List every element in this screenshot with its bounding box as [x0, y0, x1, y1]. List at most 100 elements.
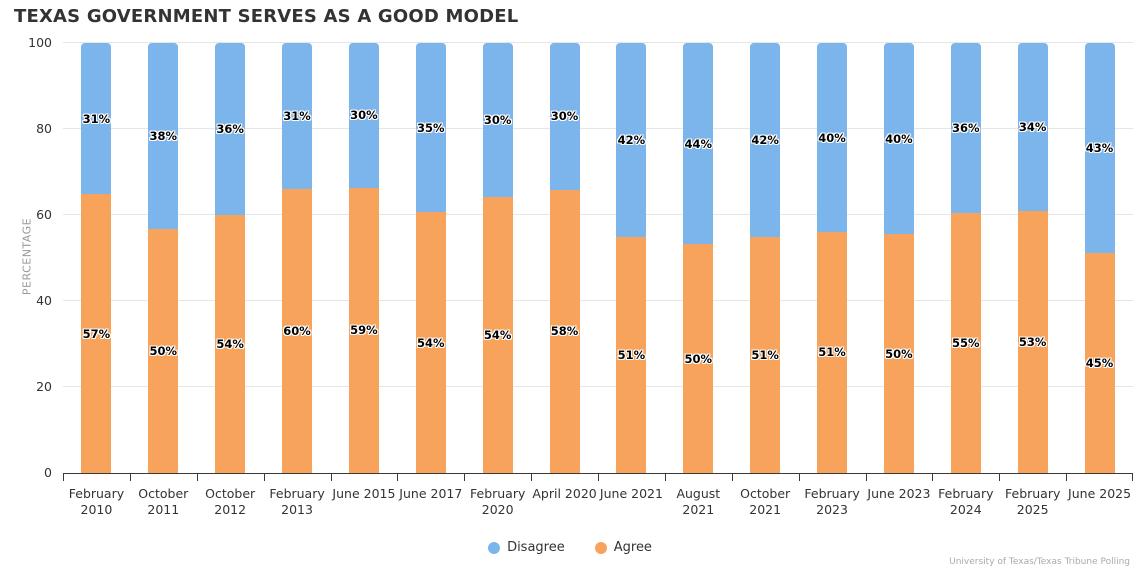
bar-segment-agree[interactable]: 50% [148, 228, 179, 473]
bar-segment-disagree[interactable]: 40% [817, 43, 848, 232]
gridline-60 [63, 214, 1133, 215]
y-tick-label-100: 100 [28, 35, 52, 50]
data-label-agree: 54% [216, 337, 244, 351]
gridline-40 [63, 300, 1133, 301]
x-axis-label: April 2020 [532, 486, 597, 501]
x-axis-line [63, 473, 1133, 474]
chart-title: TEXAS GOVERNMENT SERVES AS A GOOD MODEL [14, 6, 519, 27]
stacked-bar[interactable]: 44% 50% [683, 43, 714, 473]
bar-segment-agree[interactable]: 45% [1084, 253, 1115, 473]
bar-segment-disagree[interactable]: 30% [348, 43, 379, 188]
stacked-bar[interactable]: 36% 55% [950, 43, 981, 473]
bar-segment-disagree[interactable]: 44% [683, 43, 714, 245]
stacked-bar[interactable]: 40% 50% [883, 43, 914, 473]
stacked-bar[interactable]: 42% 51% [750, 43, 781, 473]
stacked-bar[interactable]: 40% 51% [817, 43, 848, 473]
stacked-bar[interactable]: 30% 58% [549, 43, 580, 473]
y-tick-label-0: 0 [44, 465, 52, 480]
legend-marker-disagree [488, 541, 501, 554]
bar-segment-agree[interactable]: 50% [883, 234, 914, 473]
data-label-agree: 51% [617, 348, 646, 363]
gridline-20 [63, 386, 1133, 387]
category-slot: 36% 55% February 2024 [932, 43, 999, 517]
bar-segment-agree[interactable]: 53% [1017, 211, 1048, 473]
bar-segment-disagree[interactable]: 43% [1084, 43, 1115, 254]
legend-marker-agree [594, 541, 607, 554]
x-axis-tick [63, 474, 64, 481]
bar-segment-agree[interactable]: 54% [415, 212, 446, 473]
legend-label: Agree [613, 540, 652, 555]
category-slot: 31% 57% February 2010 [63, 43, 130, 517]
category-slot: 42% 51% October 2021 [732, 43, 799, 517]
x-axis-tick [598, 474, 599, 481]
bar-segment-disagree[interactable]: 36% [950, 43, 981, 214]
bar-segment-disagree[interactable]: 31% [282, 43, 313, 190]
bar-segment-agree[interactable]: 54% [482, 196, 513, 473]
bar-segment-disagree[interactable]: 30% [549, 43, 580, 190]
stacked-bar[interactable]: 30% 54% [482, 43, 513, 473]
x-axis-label: February 2020 [469, 486, 526, 517]
data-label-agree: 53% [1018, 335, 1047, 349]
bar-segment-agree[interactable]: 50% [683, 244, 714, 473]
bar-segment-disagree[interactable]: 38% [148, 43, 179, 229]
bar-segment-agree[interactable]: 55% [950, 213, 981, 473]
bar-segment-agree[interactable]: 57% [81, 194, 112, 473]
data-label-disagree: 38% [149, 128, 178, 143]
category-slot: 38% 50% October 2011 [130, 43, 197, 517]
y-tick-label-40: 40 [36, 293, 52, 308]
legend-item-agree[interactable]: Agree [594, 540, 652, 555]
plot-area: 31% 57% February 2010 38% 50% October 2011 36% 54… [63, 42, 1133, 517]
bar-segment-disagree[interactable]: 42% [750, 43, 781, 238]
bar-segment-disagree[interactable]: 35% [415, 43, 446, 213]
stacked-bar[interactable]: 34% 53% [1017, 43, 1048, 473]
x-axis-tick [397, 474, 399, 481]
bar-segment-agree[interactable]: 54% [215, 215, 246, 473]
category-slot: 30% 58% April 2020 [531, 43, 598, 501]
stacked-bar[interactable]: 31% 60% [282, 43, 313, 473]
category-slot: 36% 54% October 2012 [197, 43, 264, 517]
x-axis-tick [664, 474, 666, 481]
data-label-disagree: 35% [417, 120, 445, 135]
bar-segment-agree[interactable]: 51% [817, 232, 848, 473]
y-tick-label-20: 20 [36, 379, 52, 394]
x-axis-label: February 2010 [68, 486, 125, 517]
x-axis-tick [196, 474, 198, 481]
stacked-bar[interactable]: 43% 45% [1084, 43, 1115, 473]
data-label-disagree: 40% [885, 131, 913, 146]
data-label-agree: 55% [952, 336, 980, 351]
bar-segment-agree[interactable]: 51% [616, 237, 647, 473]
stacked-bar[interactable]: 35% 54% [415, 43, 446, 473]
data-label-agree: 58% [550, 324, 579, 339]
bar-segment-disagree[interactable]: 31% [81, 43, 112, 195]
bar-segment-disagree[interactable]: 30% [482, 43, 513, 197]
bar-segment-agree[interactable]: 59% [348, 187, 379, 473]
category-slot: 34% 53% February 2025 [999, 43, 1066, 517]
bar-segment-agree[interactable]: 51% [750, 237, 781, 473]
data-label-agree: 50% [885, 346, 913, 361]
x-axis-label: June 2025 [1068, 486, 1132, 501]
x-axis-label: October 2012 [205, 486, 256, 517]
x-axis-label: February 2013 [269, 486, 325, 517]
bar-segment-agree[interactable]: 60% [282, 189, 313, 473]
bar-segment-disagree[interactable]: 40% [883, 43, 914, 235]
legend-item-disagree[interactable]: Disagree [488, 540, 565, 555]
bar-segment-agree[interactable]: 58% [549, 189, 580, 473]
bar-segment-disagree[interactable]: 36% [215, 43, 246, 215]
bar-segment-disagree[interactable]: 42% [616, 43, 647, 238]
stacked-bar[interactable]: 30% 59% [348, 43, 379, 473]
data-label-disagree: 30% [550, 109, 579, 124]
stacked-bar[interactable]: 42% 51% [616, 43, 647, 473]
stacked-bar[interactable]: 31% 57% [81, 43, 112, 473]
category-slot: 30% 59% June 2015 [331, 43, 398, 501]
x-axis-label: June 2015 [332, 486, 396, 501]
data-label-agree: 54% [483, 327, 512, 342]
bar-segment-disagree[interactable]: 34% [1017, 43, 1048, 212]
x-axis-tick [865, 474, 867, 481]
stacked-bar[interactable]: 38% 50% [148, 43, 179, 473]
x-axis-label: June 2021 [599, 486, 663, 501]
stacked-bar[interactable]: 36% 54% [215, 43, 246, 473]
x-axis-tick [330, 474, 332, 481]
chart-credits: University of Texas/Texas Tribune Pollin… [949, 557, 1130, 567]
x-axis-tick [1066, 474, 1068, 481]
data-label-disagree: 44% [684, 136, 713, 151]
